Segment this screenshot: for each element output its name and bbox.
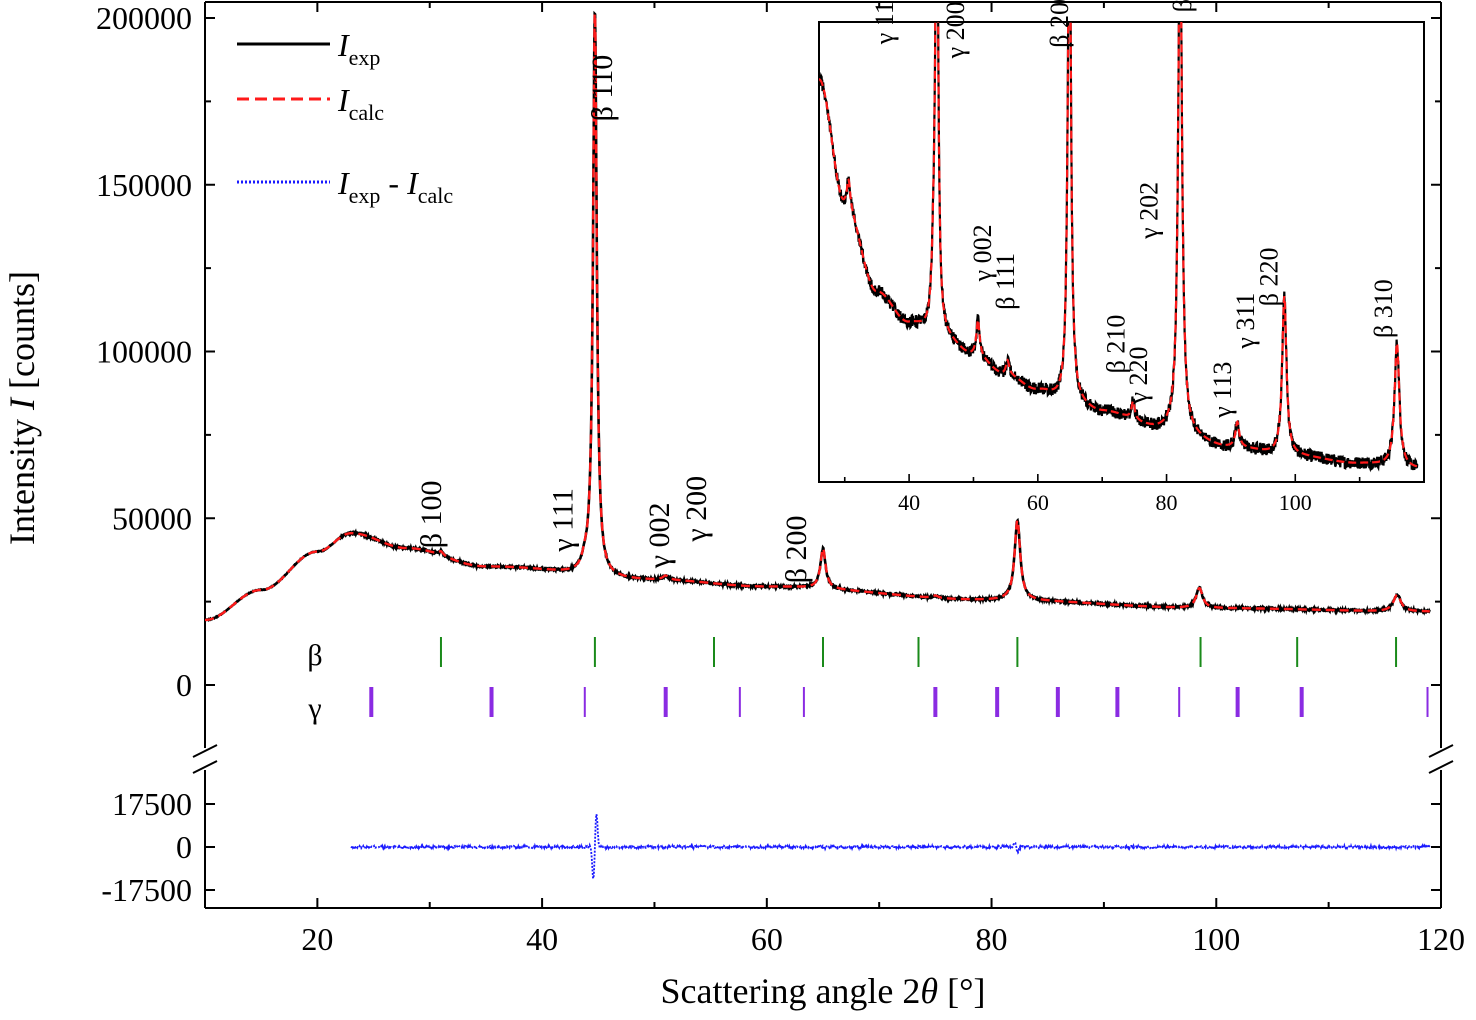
legend-subscript: calc [349, 100, 385, 125]
x-tick-label: 60 [751, 921, 783, 957]
legend-label-calc: Icalc [337, 82, 384, 125]
peak-label: β 110 [586, 55, 619, 122]
inset-peak-label: β 220 [1254, 247, 1283, 306]
y-tick-label-bottom: 0 [176, 829, 192, 865]
legend-minus: - [380, 165, 407, 201]
y-axis-ticks-bottom: -17500 0 17500 [101, 786, 1441, 908]
inset-peak-label: γ 200 [941, 1, 970, 59]
peak-label: γ 002 [643, 503, 676, 570]
axis-break-left [192, 744, 218, 774]
x-axis-title: Scattering angle 2θ [°] [661, 971, 986, 1011]
inset-series-i-calc [819, 22, 1418, 468]
peak-label: β 100 [415, 481, 448, 549]
legend-symbol: I [337, 82, 350, 118]
peak-labels: β 100 γ 111 β 110 γ 002 γ 200 β 200 [415, 55, 813, 584]
legend-symbol: I [337, 165, 350, 201]
legend-subscript: exp [349, 45, 381, 70]
legend-label-diff: Iexp - Icalc [337, 165, 453, 208]
gamma-phase-label: γ [307, 692, 321, 725]
x-tick-label: 40 [526, 921, 558, 957]
inset-peak-label: β 310 [1369, 279, 1398, 338]
inset-peak-label: γ 002 [968, 224, 997, 282]
x-axis-title-unit: [°] [938, 971, 985, 1011]
x-axis-title-main: Scattering angle 2 [661, 971, 921, 1011]
inset-frame [818, 21, 1425, 483]
legend-symbol-2: I [406, 165, 419, 201]
inset-peak-label: γ 311 [1231, 293, 1260, 350]
y-tick-label-top: 0 [176, 667, 192, 703]
y-tick-label-top: 200000 [96, 0, 192, 36]
peak-label: γ 200 [680, 476, 713, 543]
y-tick-label-top: 150000 [96, 167, 192, 203]
series-i-diff [350, 814, 1431, 879]
inset-x-axis-ticks: 40 60 80 100 [843, 474, 1425, 515]
inset-peak-label: β 200 [1045, 0, 1074, 48]
y-tick-label-bottom: -17500 [101, 872, 192, 908]
y-tick-label-bottom: 17500 [112, 786, 192, 822]
legend-subscript: exp [349, 183, 381, 208]
y-tick-label-top: 100000 [96, 334, 192, 370]
inset-x-tick-label: 80 [1156, 490, 1178, 515]
x-tick-label: 80 [976, 921, 1008, 957]
x-tick-label: 20 [301, 921, 333, 957]
y-tick-label-top: 50000 [112, 500, 192, 536]
x-tick-label: 100 [1192, 921, 1240, 957]
peak-label: β 200 [780, 516, 813, 584]
legend-symbol: I [337, 27, 350, 63]
x-tick-label: 120 [1417, 921, 1465, 957]
y-axis-ticks-top: 0 50000 100000 150000 200000 [96, 0, 1441, 703]
peak-label: γ 111 [546, 488, 579, 553]
y-axis-title-italic: I [2, 396, 42, 411]
x-axis-ticks: 20 40 60 80 100 120 [204, 2, 1465, 957]
axis-break-right [1428, 744, 1454, 774]
inset-peak-label: γ 111 [870, 0, 899, 45]
beta-phase-label: β [307, 639, 322, 672]
inset-series-i-exp [819, 22, 1419, 473]
inset-peak-label: γ 113 [1208, 362, 1237, 419]
reflection-markers [369, 637, 1429, 717]
main-frame [192, 1, 1454, 909]
y-axis-title-unit: [counts] [2, 271, 42, 398]
legend-subscript-2: calc [418, 183, 454, 208]
inset-peak-label: γ 202 [1135, 182, 1164, 240]
series-i-exp [205, 10, 1431, 623]
inset-x-tick-label: 100 [1279, 490, 1312, 515]
inset-peak-label: β 211 [1168, 0, 1197, 12]
inset-x-tick-label: 60 [1027, 490, 1049, 515]
x-axis-title-theta: θ [920, 971, 938, 1011]
inset-peak-label: β 210 [1102, 315, 1131, 374]
y-axis-title: Intensity I [counts] [2, 271, 42, 545]
inset-peak-label: γ 220 [1124, 347, 1153, 405]
inset-peak-label: β 111 [991, 253, 1020, 310]
inset-x-tick-label: 40 [898, 490, 920, 515]
y-axis-title-main: Intensity [2, 410, 42, 545]
legend-label-exp: Iexp [337, 27, 380, 70]
